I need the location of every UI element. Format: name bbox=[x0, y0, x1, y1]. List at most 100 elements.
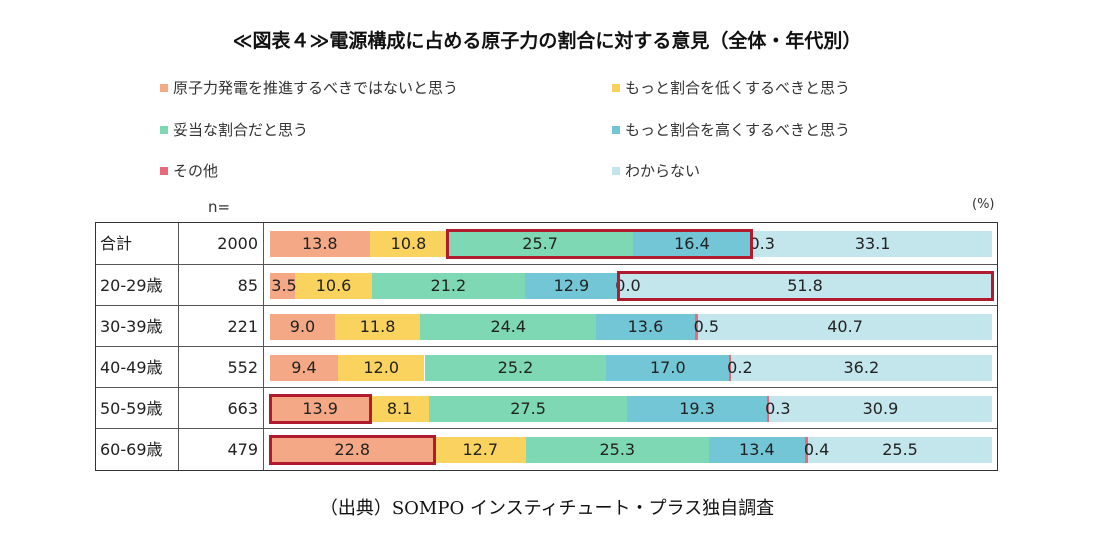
bar-segment bbox=[270, 437, 435, 463]
row-label: 50-59歳 bbox=[100, 399, 163, 418]
legend-swatch bbox=[160, 166, 168, 175]
data-label: 24.4 bbox=[490, 317, 527, 336]
bar-segment bbox=[420, 314, 597, 340]
bar-segment bbox=[270, 314, 335, 340]
bar-segment bbox=[730, 355, 992, 381]
data-label: 13.6 bbox=[627, 317, 664, 336]
data-label: 8.1 bbox=[386, 399, 413, 418]
legend-item: わからない bbox=[612, 160, 700, 181]
data-label: 17.0 bbox=[650, 358, 686, 377]
data-label: 0.3 bbox=[749, 234, 775, 253]
table-row: 合計 2000 13.8 10.8 25.7 16.4 0.3 33.1 bbox=[96, 223, 997, 264]
bar-segment bbox=[627, 396, 767, 422]
legend-item: 妥当な割合だと思う bbox=[160, 119, 308, 140]
bar-segment bbox=[428, 396, 628, 422]
bar-segment bbox=[270, 355, 338, 381]
highlight-box bbox=[446, 229, 754, 259]
legend-label: 妥当な割合だと思う bbox=[173, 121, 309, 139]
table-row: 50-59歳 663 13.9 8.1 27.5 19.3 0.3 30.9 bbox=[96, 387, 997, 429]
bar-segment bbox=[708, 437, 806, 463]
chart-table: 合計 2000 13.8 10.8 25.7 16.4 0.3 33.1 20-29歳 85 3.5… bbox=[95, 222, 998, 471]
unit-label: (%) bbox=[972, 197, 995, 212]
row-label: 合計 bbox=[100, 234, 133, 253]
row-n-value: 2000 bbox=[217, 234, 258, 253]
legend-label: もっと割合を高くするべきと思う bbox=[625, 121, 851, 139]
legend-item: その他 bbox=[160, 160, 218, 181]
data-label: 13.4 bbox=[739, 440, 775, 459]
data-label: 27.5 bbox=[510, 399, 546, 418]
data-label: 13.8 bbox=[301, 234, 338, 253]
bar-segment bbox=[753, 231, 992, 257]
data-label: 12.9 bbox=[553, 276, 590, 295]
bar-segment bbox=[766, 396, 769, 422]
table-row: 30-39歳 221 9.0 11.8 24.4 13.6 0.5 40.7 bbox=[96, 305, 997, 347]
bar-segment bbox=[729, 355, 732, 381]
data-label: 0.5 bbox=[693, 317, 720, 336]
data-label: 0.4 bbox=[803, 440, 830, 459]
data-label: 0.0 bbox=[615, 276, 641, 295]
data-label: 19.3 bbox=[679, 399, 715, 418]
legend-label: その他 bbox=[173, 162, 219, 180]
bar-segment bbox=[270, 273, 296, 299]
row-n-value: 552 bbox=[227, 358, 258, 377]
legend-label: もっと割合を低くするべきと思う bbox=[625, 79, 851, 97]
stacked-bar: 13.8 10.8 25.7 16.4 0.3 33.1 bbox=[270, 229, 992, 259]
table-row: 40-49歳 552 9.4 12.0 25.2 17.0 0.2 36.2 bbox=[96, 346, 997, 388]
highlight-box bbox=[269, 394, 373, 424]
bar-segment bbox=[698, 314, 992, 340]
row-n-value: 221 bbox=[227, 317, 258, 336]
bar-segment bbox=[805, 437, 809, 463]
source-note: （出典）SOMPO インスティチュート・プラス独自調査 bbox=[319, 498, 775, 519]
row-label: 60-69歳 bbox=[100, 440, 163, 459]
legend-label: わからない bbox=[625, 162, 701, 180]
highlight-box bbox=[617, 271, 994, 301]
n-column-header: n= bbox=[208, 198, 231, 216]
data-label: 0.3 bbox=[765, 399, 791, 418]
bar-segment bbox=[369, 231, 448, 257]
data-label: 16.4 bbox=[674, 234, 710, 253]
bar-segment bbox=[337, 355, 425, 381]
row-n-value: 663 bbox=[227, 399, 258, 418]
data-label: 40.7 bbox=[827, 317, 863, 336]
bar-segment bbox=[524, 273, 618, 299]
data-label: 10.6 bbox=[315, 276, 352, 295]
row-label: 30-39歳 bbox=[100, 317, 163, 336]
bar-segment bbox=[632, 231, 752, 257]
row-label: 40-49歳 bbox=[100, 358, 163, 377]
data-label: 25.2 bbox=[497, 358, 534, 377]
bar-segment bbox=[424, 355, 607, 381]
legend-swatch bbox=[612, 83, 620, 92]
bar-segment bbox=[270, 231, 370, 257]
data-label: 25.3 bbox=[599, 440, 636, 459]
data-label: 3.5 bbox=[271, 276, 297, 295]
bar-segment bbox=[334, 314, 421, 340]
bar-segment bbox=[270, 396, 371, 422]
row-label: 20-29歳 bbox=[100, 276, 163, 295]
data-label: 51.8 bbox=[787, 276, 823, 295]
data-label: 11.8 bbox=[359, 317, 396, 336]
legend-label: 原子力発電を推進するべきではないと思う bbox=[173, 79, 459, 97]
data-label: 10.8 bbox=[390, 234, 427, 253]
data-label: 12.7 bbox=[462, 440, 499, 459]
row-n-value: 85 bbox=[237, 276, 258, 295]
data-label: 9.4 bbox=[291, 358, 317, 377]
data-label: 22.8 bbox=[334, 440, 371, 459]
legend-swatch bbox=[612, 125, 620, 134]
stacked-bar: 13.9 8.1 27.5 19.3 0.3 30.9 bbox=[269, 394, 992, 424]
legend-item: 原子力発電を推進するべきではないと思う bbox=[160, 77, 458, 98]
bar-segment bbox=[370, 396, 429, 422]
highlight-box bbox=[269, 435, 437, 465]
legend-swatch bbox=[160, 83, 168, 92]
chart-title: ≪図表４≫電源構成に占める原子力の割合に対する意見（全体・年代別） bbox=[232, 30, 862, 52]
table-row: 60-69歳 479 22.8 12.7 25.3 13.4 0.4 25.5 bbox=[96, 428, 997, 470]
legend-item: もっと割合を高くするべきと思う bbox=[612, 119, 850, 140]
bar-segment bbox=[371, 273, 525, 299]
bar-segment bbox=[618, 273, 992, 299]
bar-segment bbox=[526, 437, 709, 463]
bar-segment bbox=[434, 437, 527, 463]
data-label: 25.7 bbox=[522, 234, 558, 253]
stacked-bar: 9.4 12.0 25.2 17.0 0.2 36.2 bbox=[270, 355, 992, 381]
legend-item: もっと割合を低くするべきと思う bbox=[612, 77, 850, 98]
bar-segment bbox=[768, 396, 992, 422]
data-label: 36.2 bbox=[843, 358, 880, 377]
